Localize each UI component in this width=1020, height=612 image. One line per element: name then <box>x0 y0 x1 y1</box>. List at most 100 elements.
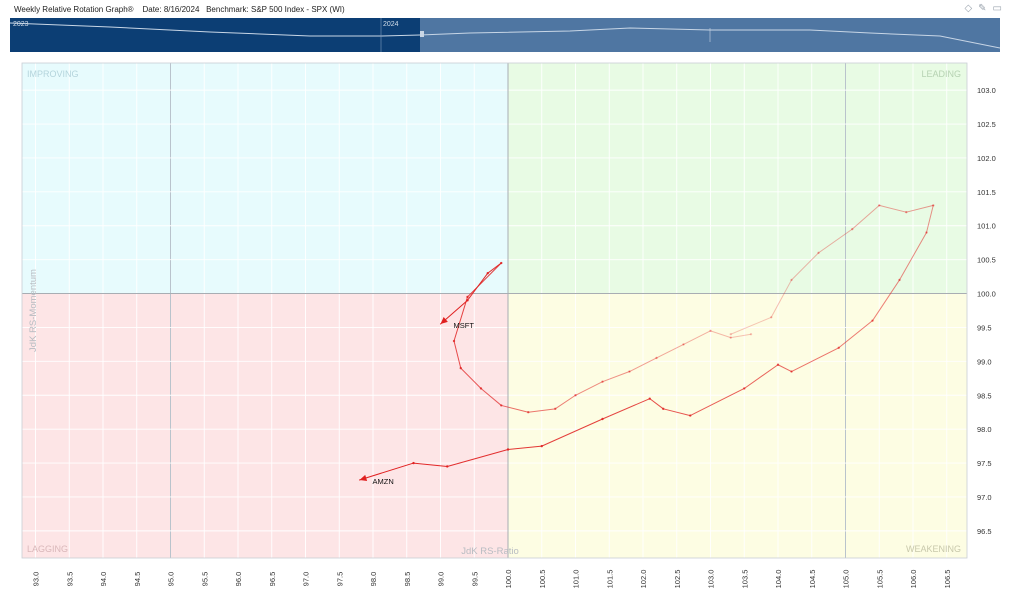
tail-segment <box>541 418 603 447</box>
y-tick-label: 101.0 <box>977 222 996 231</box>
timeline-line <box>10 22 1000 49</box>
tail-amzn[interactable]: AMZN <box>359 204 935 486</box>
x-tick-label: 93.0 <box>32 572 41 587</box>
tail-point <box>655 356 658 360</box>
tail-point <box>925 231 928 234</box>
tail-segment <box>899 232 927 281</box>
y-tick-label: 99.0 <box>977 357 992 366</box>
tail-point <box>574 394 577 397</box>
tail-segment <box>413 462 448 467</box>
tail-head-arrow[interactable] <box>440 317 448 325</box>
header-title: Weekly Relative Rotation Graph® <box>14 5 134 14</box>
timeline-handle[interactable] <box>420 31 424 37</box>
tail-point <box>790 278 793 282</box>
timeline-year-label: 2024 <box>383 21 399 28</box>
y-tick-label: 97.5 <box>977 459 992 468</box>
header-date: Date: 8/16/2024 <box>142 5 200 14</box>
tail-segment <box>730 316 772 335</box>
tail-segment <box>683 330 711 345</box>
quadrant-label-improving: IMPROVING <box>27 69 79 79</box>
tail-msft[interactable]: MSFT <box>440 261 753 414</box>
y-tick-label: 100.0 <box>977 290 996 299</box>
quadrant-label-weakening: WEAKENING <box>906 544 961 554</box>
quadrant-lagging <box>22 293 508 558</box>
x-tick-label: 93.5 <box>65 572 74 587</box>
x-tick-label: 98.5 <box>403 572 412 587</box>
x-tick-label: 99.0 <box>437 572 446 587</box>
tail-segment <box>500 404 529 413</box>
x-axis-ticks: 93.0 93.5 94.0 94.5 95.0 95.5 96.0 96.5 97.0 97.5… <box>32 570 952 589</box>
tail-segment <box>460 367 482 389</box>
tail-segment <box>851 204 880 230</box>
diamond-icon[interactable]: ◇ <box>964 3 979 14</box>
window-icon[interactable]: ▭ <box>992 3 1008 14</box>
y-axis-ticks: 96.5 97.0 97.5 98.0 98.5 99.0 99.5 100.0 100.5 10… <box>977 86 996 536</box>
x-tick-label: 95.0 <box>167 572 176 587</box>
tail-segment <box>777 364 792 373</box>
tail-point <box>540 444 543 448</box>
x-tick-label: 101.5 <box>605 570 614 589</box>
tail-segment <box>662 408 691 417</box>
y-tick-label: 98.5 <box>977 391 992 400</box>
header-benchmark: Benchmark: S&P 500 Index - SPX (WI) <box>206 5 345 14</box>
x-tick-label: 94.5 <box>133 572 142 587</box>
x-tick-label: 101.0 <box>572 570 581 589</box>
tail-segment <box>926 204 934 234</box>
x-tick-label: 99.5 <box>470 572 479 587</box>
y-tick-label: 97.0 <box>977 493 992 502</box>
x-tick-label: 102.0 <box>639 570 648 589</box>
timeline-slider[interactable]: 2023 2024 <box>10 18 1000 52</box>
quadrant-label-leading: LEADING <box>921 69 961 79</box>
tail-point <box>466 295 469 299</box>
header-toolbar: ◇✎▭ <box>964 3 1008 14</box>
rrg-chart: IMPROVING LEADING LAGGING WEAKENING JdK … <box>21 62 996 589</box>
x-tick-label: 103.0 <box>707 570 716 589</box>
y-tick-label: 98.0 <box>977 425 992 434</box>
tail-segment <box>818 228 853 254</box>
tail-head-arrow[interactable] <box>359 474 368 481</box>
x-tick-label: 96.5 <box>268 572 277 587</box>
tail-segment <box>467 262 502 298</box>
tail-point <box>527 411 530 414</box>
tail-point <box>466 299 469 302</box>
tail-segment <box>487 262 502 274</box>
y-tick-label: 96.5 <box>977 527 992 536</box>
tail-point <box>898 278 901 282</box>
tail-segment <box>689 387 745 417</box>
tail-point <box>648 397 651 400</box>
x-tick-label: 100.0 <box>504 570 513 589</box>
tail-segment <box>872 279 900 322</box>
tail-segment <box>554 394 576 410</box>
tail-point <box>932 204 935 207</box>
y-tick-label: 102.5 <box>977 120 996 129</box>
tail-label[interactable]: AMZN <box>373 477 394 486</box>
tail-label[interactable]: MSFT <box>454 321 475 330</box>
tail-segment <box>602 371 630 383</box>
tail-point <box>628 370 631 373</box>
x-axis-label: JdK RS-Ratio <box>461 546 519 557</box>
x-tick-label: 106.5 <box>943 570 952 589</box>
x-tick-label: 102.5 <box>673 570 682 589</box>
tail-point <box>871 319 874 322</box>
tail-point <box>905 210 908 214</box>
quadrant-leading <box>508 63 967 294</box>
y-axis-label: JdK RS-Momentum <box>28 269 39 352</box>
x-tick-label: 105.5 <box>875 570 884 589</box>
rotation-tails: MSFT AMZN <box>359 204 935 486</box>
tail-point <box>729 333 732 336</box>
x-tick-label: 104.0 <box>774 570 783 589</box>
y-tick-label: 103.0 <box>977 86 996 95</box>
tail-segment <box>453 340 462 369</box>
tail-segment <box>710 330 732 339</box>
tail-point <box>817 251 820 255</box>
plot-border <box>21 62 968 559</box>
x-tick-label: 103.5 <box>740 570 749 589</box>
tail-segment <box>656 343 684 359</box>
x-tick-label: 96.0 <box>234 572 243 587</box>
tail-point <box>770 316 773 319</box>
tail-segment <box>838 320 873 349</box>
timeline-svg: 2023 2024 <box>10 18 1000 52</box>
tail-point <box>878 204 881 207</box>
tail-point <box>486 272 489 275</box>
pin-icon[interactable]: ✎ <box>978 3 993 14</box>
